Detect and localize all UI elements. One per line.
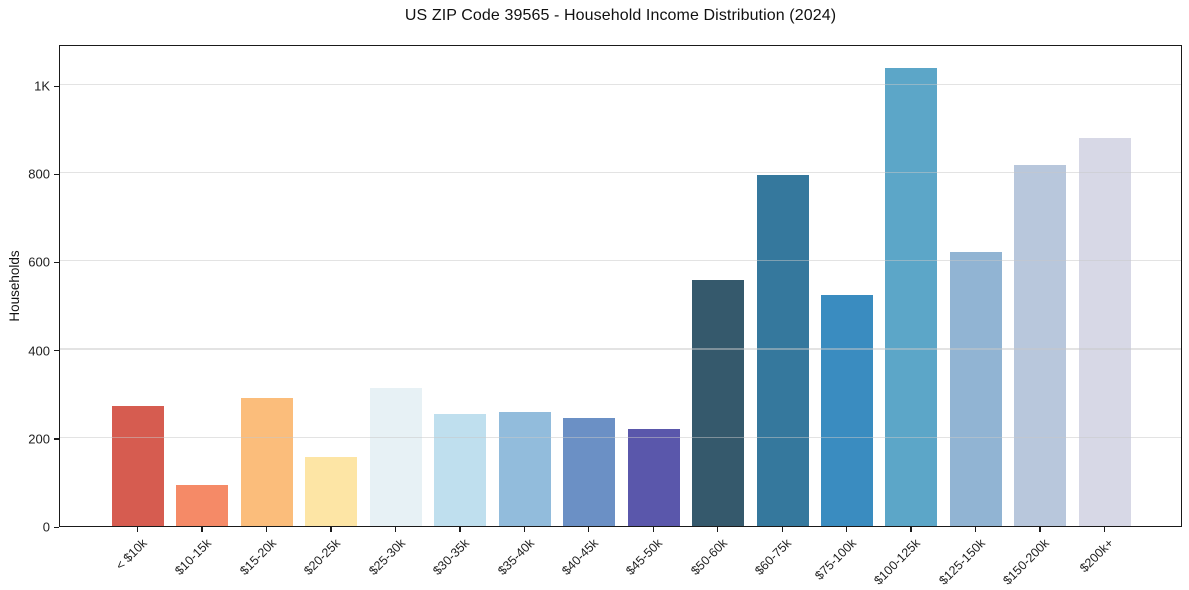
x-tick-label: $50-60k xyxy=(688,536,730,578)
x-tick-mark xyxy=(845,527,848,532)
x-tick-label: $30-35k xyxy=(430,536,473,578)
y-tick-mark xyxy=(54,85,59,87)
x-tick-label: $25-30k xyxy=(365,536,408,578)
x-tick-label: $200k+ xyxy=(1077,536,1117,576)
bar xyxy=(305,457,358,526)
plot-area xyxy=(59,45,1182,527)
x-tick-label: $125-150k xyxy=(936,536,988,588)
y-tick-mark xyxy=(54,261,59,264)
y-tick-label: 400 xyxy=(28,343,50,359)
bar xyxy=(949,251,1002,526)
bar xyxy=(369,388,422,526)
x-tick-label: $35-40k xyxy=(494,536,537,578)
gridline xyxy=(60,436,1181,438)
bar xyxy=(240,398,293,526)
y-tick-label: 0 xyxy=(42,519,50,535)
bar xyxy=(756,175,809,526)
gridline xyxy=(60,260,1181,262)
x-tick-label: $10-15k xyxy=(172,536,215,578)
y-tick-mark xyxy=(54,438,59,440)
chart-title: US ZIP Code 39565 - Household Income Dis… xyxy=(404,7,837,24)
x-tick-mark xyxy=(717,527,719,532)
x-tick-label: $40-45k xyxy=(559,536,602,578)
bar xyxy=(1078,138,1131,526)
gridline xyxy=(60,83,1181,86)
bar xyxy=(820,294,873,526)
x-tick-mark xyxy=(394,527,397,532)
bar xyxy=(563,417,616,526)
grid-layer xyxy=(60,46,1181,526)
y-tick-label: 1K xyxy=(34,78,50,94)
bar xyxy=(885,68,938,526)
y-tick-label: 600 xyxy=(28,254,50,270)
x-tick-mark xyxy=(459,527,461,532)
x-tick-mark xyxy=(910,527,912,532)
y-tick-mark xyxy=(54,173,59,175)
bar xyxy=(434,414,487,526)
x-tick-mark xyxy=(201,527,203,532)
x-tick-mark xyxy=(974,527,977,532)
x-tick-mark xyxy=(588,527,590,532)
x-tick-label: $15-20k xyxy=(236,536,279,578)
bar xyxy=(1014,164,1067,526)
x-tick-mark xyxy=(1039,527,1041,532)
bar xyxy=(627,429,680,526)
x-tick-label: $100-125k xyxy=(871,536,924,588)
x-tick-mark xyxy=(330,527,332,532)
bar xyxy=(498,412,551,526)
bars-layer xyxy=(60,46,1181,526)
x-tick-label: $60-75k xyxy=(752,536,795,578)
bar xyxy=(692,279,745,526)
bar xyxy=(112,406,164,526)
gridline xyxy=(60,172,1181,174)
y-tick-label: 800 xyxy=(28,166,50,182)
x-tick-mark xyxy=(652,527,654,532)
bar xyxy=(176,485,229,526)
x-tick-label: < $10k xyxy=(113,536,150,573)
y-tick-mark xyxy=(54,526,59,528)
y-tick-label: 200 xyxy=(28,431,50,447)
x-tick-mark xyxy=(265,527,268,532)
x-tick-mark xyxy=(523,527,525,532)
x-tick-mark xyxy=(1103,527,1106,532)
x-tick-mark xyxy=(781,527,783,532)
x-tick-label: $20-25k xyxy=(301,536,344,578)
x-tick-label: $75-100k xyxy=(812,536,859,583)
x-tick-label: $150-200k xyxy=(1000,536,1053,588)
x-tick-mark xyxy=(137,527,139,532)
y-tick-mark xyxy=(54,350,59,352)
x-tick-label: $45-50k xyxy=(623,536,666,578)
gridline xyxy=(60,348,1181,350)
